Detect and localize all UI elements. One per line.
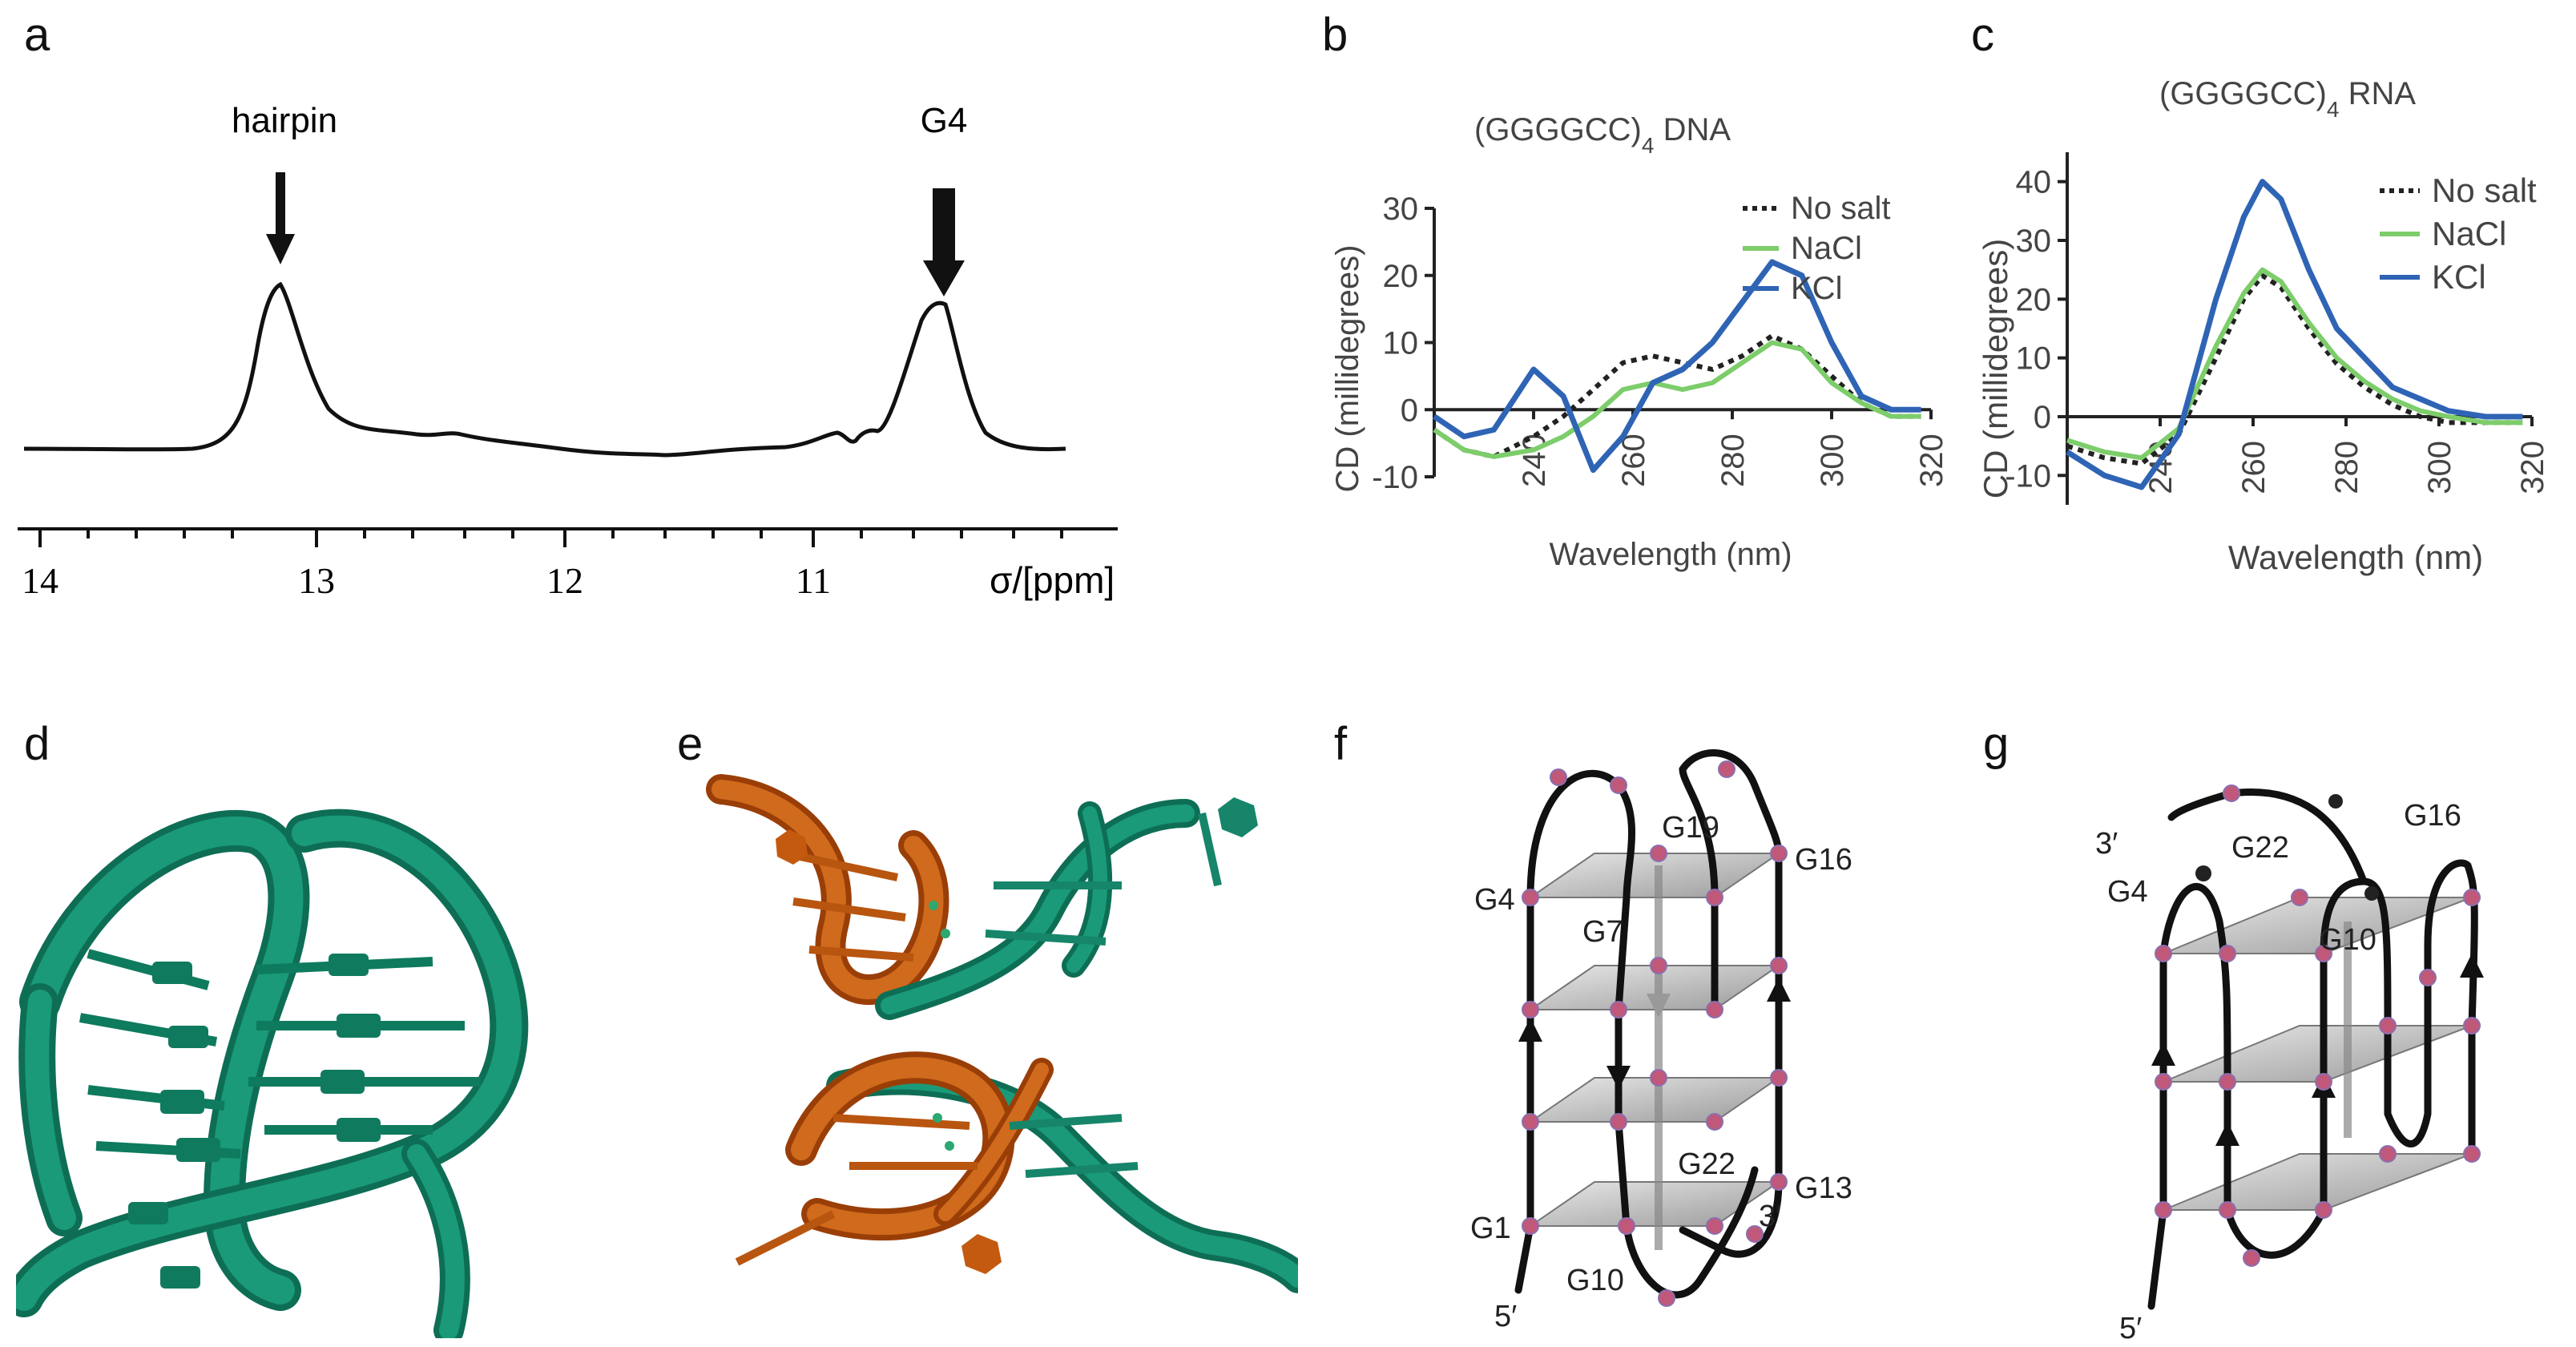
strand-direction-arrow: [2215, 1122, 2239, 1146]
cd-dna-x-tick-label: 320: [1914, 434, 1949, 487]
cd-dna-series-kcl: [1433, 259, 1921, 474]
cd-rna-y-tick-label: 30: [2016, 224, 2052, 259]
g4-topology-diagram-f: G19 G16 G4 G7 G22 G13 G1 G10 3′ 5′: [1470, 749, 1852, 1333]
strand-direction-arrow: [1606, 1066, 1631, 1090]
label-g1: G1: [1470, 1212, 1511, 1245]
cd-rna-y-tick-label: 0: [2034, 400, 2051, 435]
label-g22: G22: [2231, 831, 2289, 865]
cd-rna-y-tick-label: 20: [2016, 282, 2052, 317]
cd-rna-title: (GGGGCC)4 RNA: [2159, 76, 2416, 122]
label-g10: G10: [1566, 1264, 1624, 1297]
cd-dna-x-label: Wavelength (nm): [1549, 537, 1792, 572]
legend-kcl: KCl: [1791, 271, 1842, 306]
label-g19: G19: [1662, 811, 1719, 845]
legend-kcl: KCl: [2432, 258, 2486, 296]
cd-rna-series-no-salt: [2066, 273, 2523, 466]
panel-label-e: e: [677, 718, 703, 770]
label-3-prime: 3′: [1759, 1200, 1781, 1233]
cd-rna-series-nacl: [2066, 267, 2523, 461]
legend-no-salt: No salt: [1791, 191, 1891, 226]
label-5-prime: 5′: [2119, 1312, 2142, 1345]
cd-rna-x-tick-label: 300: [2422, 441, 2457, 494]
cd-dna-title: (GGGGCC)4 DNA: [1474, 112, 1731, 158]
label-g16: G16: [2404, 799, 2461, 833]
nmr-annotation-g4: G4: [921, 101, 968, 140]
label-g13: G13: [1795, 1172, 1852, 1205]
cd-dna-y-tick-label: -10: [1372, 460, 1418, 495]
legend-nacl: NaCl: [1791, 231, 1862, 266]
dimer-3d-structure: [706, 774, 1298, 1293]
cd-rna-x-label: Wavelength (nm): [2228, 538, 2483, 576]
nucleotide-nodes: [1522, 760, 1788, 1307]
cd-dna-legend: No salt NaCl KCl: [1743, 191, 1891, 306]
nmr-tick-label-14: 14: [22, 560, 58, 601]
label-g4: G4: [1474, 883, 1515, 917]
nmr-annotation-hairpin: hairpin: [232, 101, 337, 140]
legend-nacl: NaCl: [2432, 215, 2506, 252]
cd-rna-x-tick-label: 260: [2236, 441, 2272, 494]
panel-label-a: a: [24, 9, 50, 61]
strand-direction-arrow: [2151, 1042, 2175, 1066]
hairpin-bases: [128, 954, 381, 1289]
nmr-tick-label-12: 12: [546, 560, 583, 601]
cd-dna-series-no-salt: [1433, 333, 1921, 459]
cd-rna-chart: (GGGGCC)4 RNA CD (millidegrees) Waveleng…: [1977, 76, 2550, 576]
cd-dna-x-tick-label: 260: [1616, 434, 1651, 487]
nmr-x-ticks: [38, 529, 1063, 547]
g4-arrow: [923, 188, 965, 296]
nmr-tick-label-13: 13: [298, 560, 335, 601]
cd-dna-series-nacl: [1433, 340, 1921, 459]
panel-label-f: f: [1334, 718, 1348, 770]
backbone-strand: [2147, 788, 2478, 1310]
backbone-strand: [1514, 749, 1783, 1299]
label-g22: G22: [1678, 1147, 1735, 1181]
cd-dna-y-tick-label: 30: [1383, 192, 1419, 227]
panel-label-b: b: [1322, 9, 1348, 61]
nmr-spectrum-chart: 14 13 12 11 σ/[ppm] hairpin G4: [18, 101, 1118, 601]
panel-label-c: c: [1971, 9, 1994, 61]
nmr-spectrum-line: [23, 281, 1066, 458]
cd-rna-y-tick-label: 40: [2016, 165, 2052, 200]
strand-direction-arrow: [1518, 1018, 1542, 1042]
label-g10: G10: [2319, 923, 2376, 957]
panel-label-d: d: [24, 718, 50, 770]
label-g4: G4: [2107, 875, 2148, 909]
cd-dna-x-tick-label: 280: [1715, 434, 1751, 487]
cd-dna-y-tick-label: 20: [1383, 259, 1419, 294]
strand-direction-arrow: [1647, 994, 1671, 1018]
legend-no-salt: No salt: [2432, 171, 2537, 209]
cd-rna-y-label: CD (millidegrees): [1977, 239, 2014, 498]
cd-rna-x-tick-label: 320: [2515, 441, 2550, 494]
label-5-prime: 5′: [1494, 1300, 1517, 1333]
cd-rna-y-tick-label: 10: [2016, 341, 2052, 377]
cd-rna-series-kcl: [2066, 179, 2523, 490]
cd-dna-chart: (GGGGCC)4 DNA CD (millidegrees) Waveleng…: [1330, 112, 1949, 572]
cd-dna-y-tick-label: 0: [1401, 393, 1418, 428]
cd-dna-y-tick-label: 10: [1383, 326, 1419, 361]
tetrad-planes: [2163, 897, 2473, 1211]
cd-rna-x-tick-label: 280: [2329, 441, 2364, 494]
nmr-tick-label-11: 11: [796, 560, 831, 601]
strand-direction-arrow: [1767, 978, 1791, 1002]
cd-rna-y-tick-label: -10: [2005, 458, 2051, 494]
strand-direction-arrow: [2460, 954, 2484, 978]
hairpin-arrow: [266, 172, 295, 264]
panel-label-g: g: [1983, 718, 2010, 770]
g4-topology-diagram-g: 3′ G22 G16 G4 G10 5′: [2095, 784, 2484, 1345]
hairpin-3d-structure: [16, 809, 529, 1338]
nucleotide-nodes: [2155, 784, 2481, 1267]
label-g16: G16: [1795, 843, 1852, 877]
cd-rna-legend: No salt NaCl KCl: [2380, 171, 2537, 296]
label-g7: G7: [1582, 915, 1623, 949]
cd-dna-y-label: CD (millidegrees): [1330, 245, 1365, 493]
label-3-prime: 3′: [2095, 827, 2118, 861]
nmr-x-axis-label: σ/[ppm]: [990, 559, 1115, 601]
cd-dna-x-tick-label: 300: [1815, 434, 1850, 487]
